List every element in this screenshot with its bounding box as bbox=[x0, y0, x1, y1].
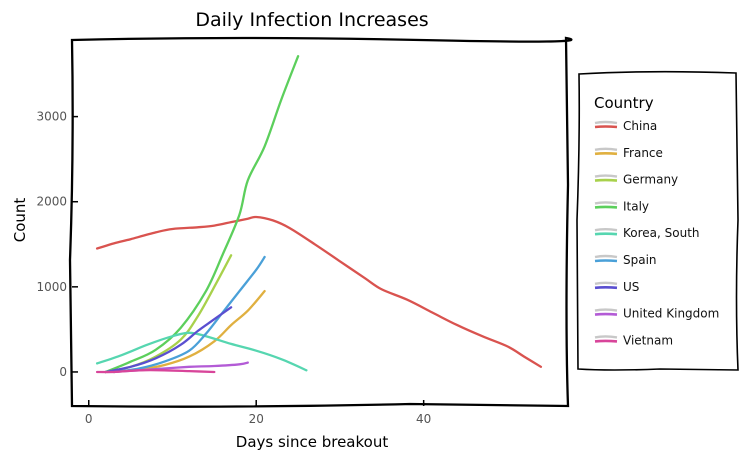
legend-item-vietnam: Vietnam bbox=[594, 333, 673, 347]
legend-box bbox=[576, 70, 739, 371]
plot-frame bbox=[68, 36, 573, 408]
legend-swatch-shadow bbox=[594, 120, 618, 125]
legend-item-united-kingdom: United Kingdom bbox=[594, 307, 719, 321]
series-line-italy bbox=[104, 55, 300, 374]
legend-swatch-shadow bbox=[594, 281, 618, 285]
series-line-korea-south bbox=[95, 331, 308, 372]
legend-label: Vietnam bbox=[623, 333, 673, 347]
legend-swatch bbox=[594, 125, 618, 129]
legend-swatch-shadow bbox=[594, 174, 618, 178]
legend-swatch bbox=[594, 205, 618, 209]
legend-item-spain: Spain bbox=[594, 253, 657, 267]
y-axis-ticks: 0 1000 2000 3000 bbox=[36, 110, 78, 379]
legend-swatch bbox=[594, 286, 618, 290]
x-axis-label: Days since breakout bbox=[236, 433, 389, 451]
y-tick-label: 0 bbox=[59, 365, 67, 379]
legend-title: Country bbox=[594, 94, 654, 112]
legend-swatch bbox=[594, 259, 618, 263]
series-line-spain bbox=[112, 255, 266, 374]
x-axis-ticks: 0 20 40 bbox=[85, 400, 431, 426]
y-tick-label: 2000 bbox=[36, 195, 67, 209]
legend-swatch bbox=[594, 152, 618, 156]
legend-label: United Kingdom bbox=[623, 307, 719, 321]
series-line-us bbox=[104, 306, 233, 374]
legend-label: Korea, South bbox=[623, 226, 700, 240]
legend-swatch-shadow bbox=[594, 201, 618, 205]
series-layer bbox=[95, 55, 543, 374]
legend-label: Italy bbox=[623, 199, 649, 213]
legend-swatch bbox=[594, 339, 618, 343]
legend-label: France bbox=[623, 146, 663, 160]
legend-item-italy: Italy bbox=[594, 199, 649, 213]
y-tick-label: 1000 bbox=[36, 280, 67, 294]
legend-swatch-shadow bbox=[594, 308, 618, 312]
legend-swatch bbox=[594, 178, 618, 182]
legend: Country China France Germany Italy Korea, So… bbox=[576, 70, 739, 371]
y-axis-label: Count bbox=[11, 198, 29, 243]
legend-item-korea-south: Korea, South bbox=[594, 226, 700, 240]
x-tick-label: 20 bbox=[249, 412, 264, 426]
legend-swatch-shadow bbox=[594, 254, 618, 259]
x-tick-label: 0 bbox=[85, 412, 93, 426]
legend-item-germany: Germany bbox=[594, 173, 678, 187]
legend-swatch bbox=[594, 232, 618, 236]
legend-swatch-shadow bbox=[594, 335, 618, 339]
legend-label: Germany bbox=[623, 173, 678, 187]
legend-swatch-shadow bbox=[594, 147, 618, 151]
legend-label: China bbox=[623, 119, 657, 133]
chart-title: Daily Infection Increases bbox=[195, 9, 428, 31]
legend-item-us: US bbox=[594, 280, 639, 294]
legend-swatch bbox=[594, 312, 618, 316]
series-line-vietnam bbox=[95, 368, 216, 374]
legend-label: Spain bbox=[623, 253, 657, 267]
legend-swatch-shadow bbox=[594, 228, 618, 232]
series-line-china bbox=[95, 215, 543, 368]
legend-item-france: France bbox=[594, 146, 663, 160]
legend-item-china: China bbox=[594, 119, 657, 133]
y-tick-label: 3000 bbox=[36, 110, 67, 124]
legend-label: US bbox=[623, 280, 639, 294]
x-tick-label: 40 bbox=[416, 412, 431, 426]
